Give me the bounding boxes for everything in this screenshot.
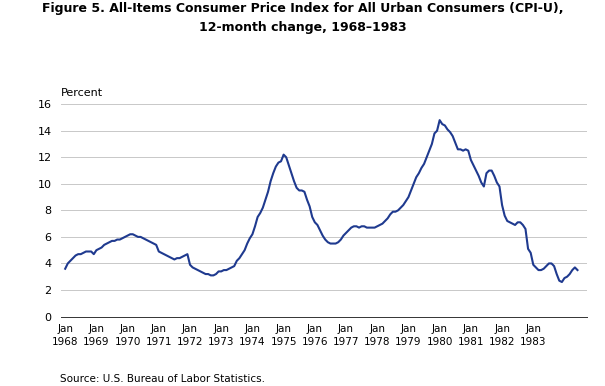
Text: Source: U.S. Bureau of Labor Statistics.: Source: U.S. Bureau of Labor Statistics. bbox=[60, 374, 266, 384]
Text: 12-month change, 1968–1983: 12-month change, 1968–1983 bbox=[198, 21, 407, 34]
Text: Figure 5. All-Items Consumer Price Index for All Urban Consumers (CPI-U),: Figure 5. All-Items Consumer Price Index… bbox=[42, 2, 563, 15]
Text: Percent: Percent bbox=[60, 88, 103, 98]
